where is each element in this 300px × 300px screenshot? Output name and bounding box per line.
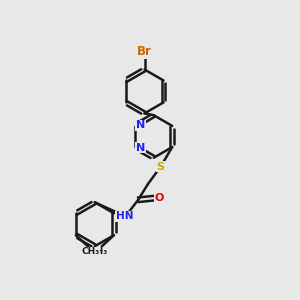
Text: CH₃: CH₃ — [82, 247, 100, 256]
Text: Br: Br — [137, 45, 152, 58]
Text: HN: HN — [116, 212, 133, 221]
Text: O: O — [154, 193, 164, 203]
Text: N: N — [136, 143, 145, 153]
Text: N: N — [136, 120, 145, 130]
Text: S: S — [157, 162, 165, 172]
Text: CH₃: CH₃ — [90, 247, 108, 256]
